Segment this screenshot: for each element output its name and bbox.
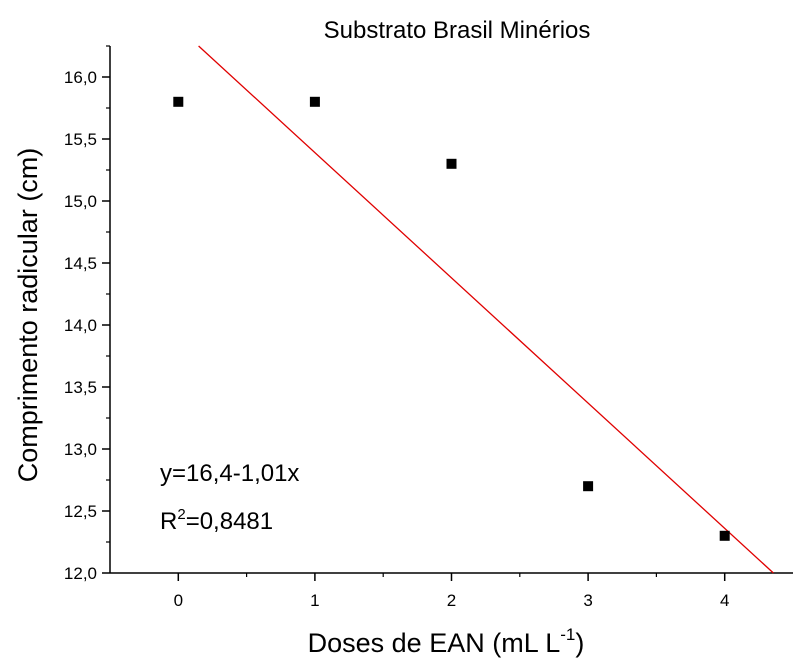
x-axis-label-close: ) <box>575 628 584 658</box>
x-tick-label: 4 <box>720 591 729 610</box>
y-tick-label: 13,0 <box>64 440 97 459</box>
data-points <box>173 96 730 541</box>
x-tick-label: 1 <box>310 591 319 610</box>
y-tick-label: 12,0 <box>64 564 97 583</box>
regression-layer <box>198 45 774 574</box>
x-axis-label-superscript: -1 <box>560 625 575 644</box>
y-axis-label: Comprimento radicular (cm) <box>13 148 43 483</box>
data-point <box>173 96 184 107</box>
data-point <box>309 96 320 107</box>
r2-annotation: R2=0,8481 <box>160 506 273 535</box>
y-tick-label: 16,0 <box>64 68 97 87</box>
y-tick-label: 14,0 <box>64 316 97 335</box>
y-tick-label: 14,5 <box>64 254 97 273</box>
x-tick-label: 2 <box>447 591 456 610</box>
y-tick-label: 13,5 <box>64 378 97 397</box>
y-tick-label: 15,0 <box>64 192 97 211</box>
x-tick-label: 0 <box>174 591 183 610</box>
data-point <box>446 158 457 169</box>
data-point <box>719 530 730 541</box>
equation-annotation: y=16,4-1,01x <box>160 460 299 487</box>
y-axis-ticks: 12,0 12,5 13,0 13,5 14,0 14,5 15,0 15,5 16,0 <box>64 45 110 583</box>
axes <box>109 46 793 574</box>
x-axis-ticks: 0 1 2 3 4 <box>174 573 729 610</box>
y-tick-label: 12,5 <box>64 502 97 521</box>
x-axis-label: Doses de EAN (mL L-1) <box>308 625 585 658</box>
r2-prefix: R <box>160 508 177 535</box>
y-tick-label: 15,5 <box>64 130 97 149</box>
chart-title: Substrato Brasil Minérios <box>324 17 591 44</box>
x-tick-label: 3 <box>583 591 592 610</box>
r2-superscript: 2 <box>177 506 185 523</box>
data-point <box>583 481 594 492</box>
x-axis-label-main: Doses de EAN (mL L <box>308 628 561 658</box>
r2-value: =0,8481 <box>186 508 273 535</box>
regression-line <box>198 45 774 574</box>
